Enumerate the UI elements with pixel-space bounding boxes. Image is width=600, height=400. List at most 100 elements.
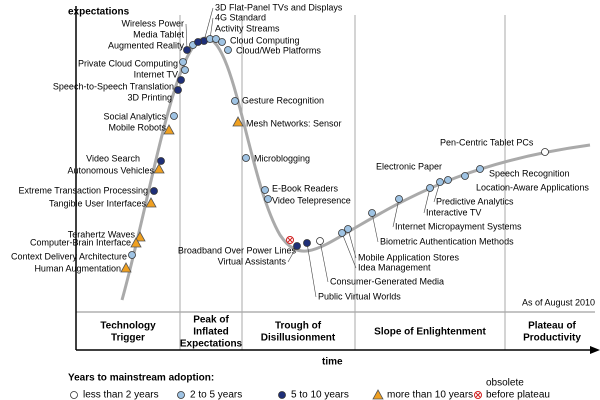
- marker: [174, 86, 182, 94]
- legend-label: before plateau: [486, 390, 550, 400]
- marker: [368, 209, 376, 217]
- marker: [475, 392, 481, 398]
- technology-label: Speech Recognition: [489, 168, 570, 178]
- legend-label: 5 to 10 years: [291, 390, 349, 400]
- leader-line: [319, 240, 329, 283]
- technology-label: Virtual Assistants: [218, 256, 287, 266]
- marker: [177, 391, 185, 399]
- marker: [130, 237, 142, 248]
- technology-label: Public Virtual Worlds: [318, 291, 401, 301]
- technology-label: E-Book Readers: [272, 183, 339, 193]
- marker: [372, 389, 384, 400]
- technology-label: Media Tablet: [133, 29, 184, 39]
- technology-label: Idea Management: [358, 262, 431, 272]
- technology-label: Biometric Authentication Methods: [380, 236, 514, 246]
- marker: [264, 195, 272, 203]
- technology-label: Extreme Transaction Processing: [18, 185, 148, 195]
- leader-line: [347, 228, 357, 259]
- marker: [242, 154, 250, 162]
- phase-label: Slope of Enlightenment: [374, 327, 486, 338]
- marker: [224, 46, 232, 54]
- phase-label: Technology: [100, 321, 156, 332]
- marker: [70, 391, 78, 399]
- marker: [212, 35, 220, 43]
- marker: [316, 237, 324, 245]
- marker: [541, 148, 549, 156]
- phase-label: Disillusionment: [261, 333, 336, 344]
- marker: [303, 239, 311, 247]
- leader-line: [203, 7, 214, 42]
- phase-label: Expectations: [180, 339, 243, 350]
- hype-curve: [120, 36, 591, 301]
- leader-line: [371, 212, 379, 243]
- marker: [145, 197, 157, 208]
- technology-label: Internet TV: [134, 69, 178, 79]
- technology-label: Human Augmentation: [34, 263, 121, 273]
- legend-title: Years to mainstream adoption:: [68, 373, 214, 384]
- technology-label: Location-Aware Applications: [476, 182, 589, 192]
- marker: [231, 97, 239, 105]
- technology-label: Interactive TV: [426, 207, 481, 217]
- marker: [170, 112, 178, 120]
- legend-label: less than 2 years: [83, 390, 159, 400]
- leader-line: [392, 198, 400, 228]
- technology-label: Context Delivery Architecture: [11, 251, 127, 261]
- leader-line: [423, 187, 431, 214]
- leader-line: [306, 242, 317, 298]
- phase-label: Plateau of: [528, 321, 576, 332]
- marker: [128, 251, 136, 259]
- legend-label: more than 10 years: [387, 390, 473, 400]
- technology-label: Broadband Over Power Lines: [178, 245, 297, 255]
- phase-label: Trough of: [275, 321, 322, 332]
- marker: [476, 165, 484, 173]
- technology-label: Social Analytics: [103, 111, 166, 121]
- marker: [150, 187, 158, 195]
- marker: [153, 163, 165, 174]
- technology-label: Internet Micropayment Systems: [395, 221, 522, 231]
- technology-label: Electronic Paper: [376, 161, 442, 171]
- marker: [179, 58, 187, 66]
- marker: [287, 237, 293, 243]
- leader-line: [341, 232, 357, 269]
- marker: [232, 116, 244, 127]
- technology-label: Mobile Robots: [108, 122, 166, 132]
- technology-label: Predictive Analytics: [436, 196, 514, 206]
- marker: [181, 66, 189, 74]
- phase-label: Trigger: [111, 333, 145, 344]
- technology-label: Speech-to-Speech Translation: [53, 81, 174, 91]
- technology-label: Computer-Brain Interface: [30, 237, 131, 247]
- marker: [120, 262, 132, 273]
- technology-label: Cloud Computing: [230, 35, 300, 45]
- marker: [194, 38, 202, 46]
- marker: [163, 124, 175, 135]
- marker: [278, 391, 286, 399]
- technology-label: Microblogging: [254, 153, 310, 163]
- marker: [426, 184, 434, 192]
- marker: [461, 172, 469, 180]
- technology-label: Video Telepresence: [272, 195, 351, 205]
- technology-label: Tangible User Interfaces: [49, 198, 147, 208]
- marker: [444, 176, 452, 184]
- technology-label: Mesh Networks: Sensor: [246, 118, 342, 128]
- marker: [344, 225, 352, 233]
- technology-label: Mobile Application Stores: [358, 252, 460, 262]
- technology-label: Video Search: [86, 153, 140, 163]
- technology-label: Wireless Power: [121, 18, 184, 28]
- technology-label: Private Cloud Computing: [78, 58, 178, 68]
- marker: [261, 186, 269, 194]
- legend-label: 2 to 5 years: [190, 390, 242, 400]
- technology-label: Consumer-Generated Media: [330, 276, 444, 286]
- technology-label: 3D Printing: [127, 92, 172, 102]
- marker: [177, 76, 185, 84]
- marker: [218, 38, 226, 46]
- marker: [183, 46, 191, 54]
- technology-label: Terahertz Waves: [68, 229, 136, 239]
- legend-label: obsolete: [486, 378, 524, 389]
- marker: [157, 157, 165, 165]
- phase-label: Productivity: [523, 333, 581, 344]
- technology-label: 3D Flat-Panel TVs and Displays: [215, 2, 343, 12]
- marker: [338, 229, 346, 237]
- technology-label: Gesture Recognition: [242, 95, 324, 105]
